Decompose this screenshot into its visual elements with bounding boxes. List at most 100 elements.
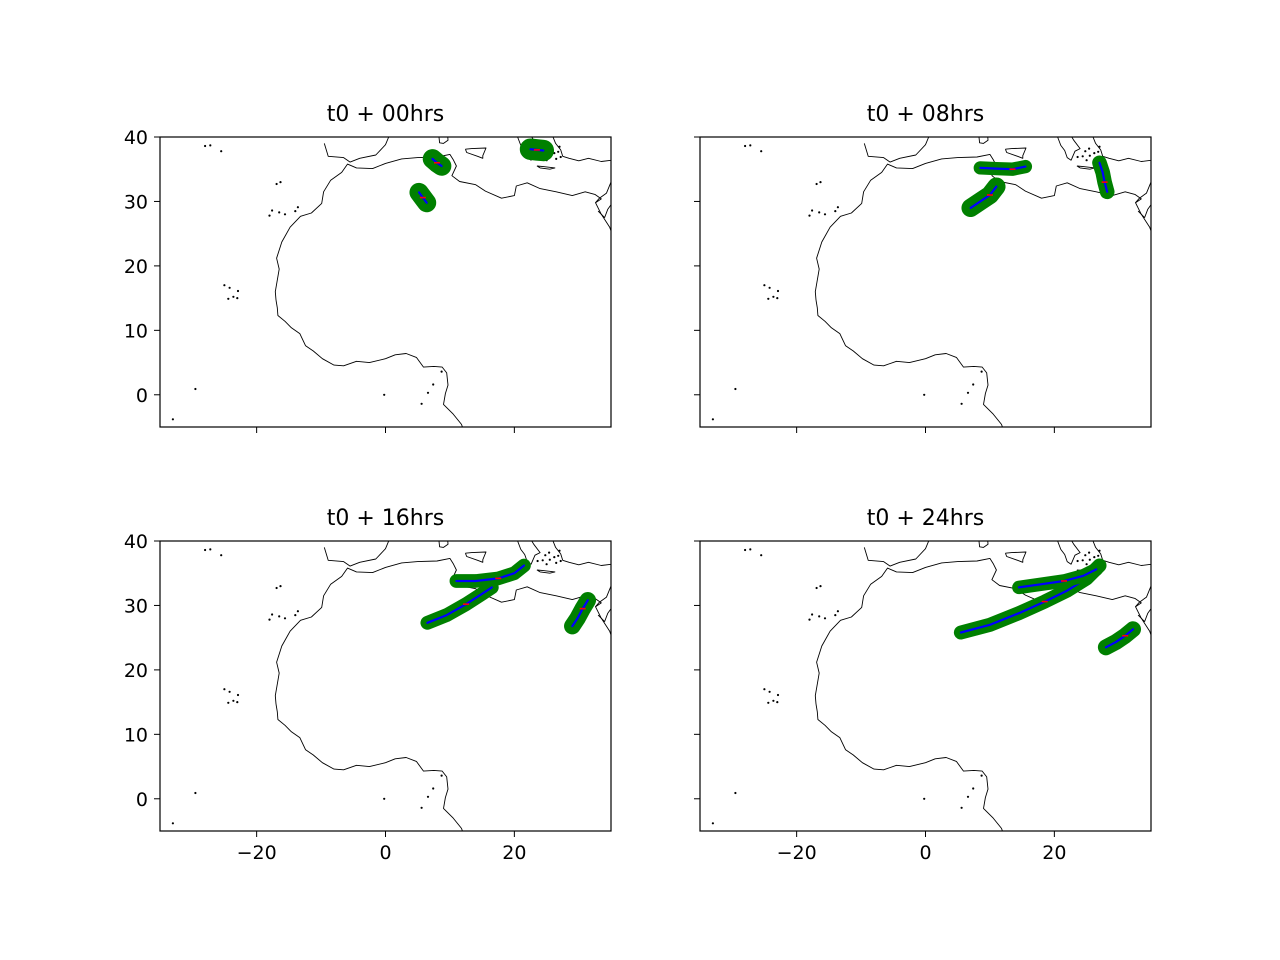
- island-marker: [808, 214, 811, 217]
- island-marker: [204, 548, 207, 552]
- data-layer: [953, 558, 1142, 656]
- island-marker: [296, 610, 299, 613]
- island-marker: [278, 615, 281, 618]
- island-marker: [204, 144, 207, 148]
- coastline-greece: [1057, 137, 1081, 161]
- island-marker: [275, 182, 278, 186]
- x-tick-label: −20: [777, 842, 817, 864]
- data-layer: [961, 155, 1115, 218]
- island-marker: [279, 585, 282, 588]
- island-marker: [767, 297, 770, 300]
- island-marker: [223, 284, 226, 287]
- coastline-red-sea: [1137, 608, 1151, 623]
- coastline-levant: [595, 584, 611, 607]
- coastline-north-africa: [814, 557, 1151, 705]
- coastline-sardinia: [978, 137, 989, 144]
- axis-ticks: 0 10 20 30 40: [124, 127, 515, 433]
- coastline-levant: [595, 180, 611, 203]
- island-marker: [815, 182, 818, 186]
- subplot-title: t0 + 16hrs: [327, 506, 445, 531]
- island-marker: [171, 822, 174, 825]
- x-tick-label: −20: [237, 842, 277, 864]
- subplot-title: t0 + 00hrs: [327, 102, 445, 127]
- island-marker: [711, 418, 715, 421]
- island-marker: [555, 157, 558, 160]
- axes-frame: [159, 540, 612, 832]
- island-marker: [772, 699, 775, 702]
- island-marker: [734, 387, 737, 391]
- y-tick-label: 20: [124, 256, 148, 278]
- island-marker: [440, 370, 443, 373]
- x-tick-label: 20: [502, 842, 526, 864]
- coastline-sardinia: [978, 541, 989, 548]
- island-marker: [541, 559, 544, 562]
- island-marker: [1093, 152, 1096, 155]
- island-marker: [553, 556, 556, 559]
- island-marker: [383, 393, 386, 396]
- y-tick-label: 40: [124, 531, 148, 553]
- data-layer: [409, 138, 555, 213]
- island-marker: [763, 688, 766, 691]
- island-marker: [1097, 150, 1100, 153]
- island-marker: [559, 155, 562, 159]
- island-marker: [548, 558, 551, 561]
- island-marker: [548, 551, 551, 554]
- island-marker: [420, 806, 423, 809]
- coastline-crete: [1076, 165, 1096, 170]
- island-marker: [1085, 159, 1088, 162]
- island-marker: [711, 822, 715, 825]
- island-marker: [555, 561, 558, 565]
- island-marker: [1088, 558, 1091, 561]
- y-tick-label: 40: [124, 127, 148, 149]
- coastline-iberia: [863, 541, 930, 567]
- coastline-crete: [536, 165, 556, 170]
- coastline-turkey: [1092, 137, 1151, 162]
- coastline-greece: [517, 541, 541, 565]
- island-marker: [980, 370, 983, 373]
- island-marker: [1088, 154, 1091, 157]
- island-marker: [194, 387, 197, 391]
- island-marker: [966, 795, 970, 798]
- coastline-greece: [1057, 541, 1081, 565]
- island-marker: [383, 797, 386, 800]
- island-marker: [171, 418, 174, 421]
- island-marker: [808, 618, 811, 621]
- coastline-iberia: [323, 137, 390, 163]
- track-centreline: [969, 185, 998, 209]
- island-marker: [432, 383, 435, 386]
- coastline-sardinia: [438, 137, 449, 144]
- island-marker: [768, 286, 771, 289]
- y-tick-label: 10: [124, 320, 148, 342]
- island-marker: [1081, 155, 1084, 158]
- island-marker: [426, 795, 430, 798]
- island-marker: [227, 701, 230, 704]
- island-marker: [268, 214, 271, 217]
- island-marker: [536, 559, 539, 563]
- island-marker: [818, 615, 821, 618]
- coastline-red-sea: [597, 608, 611, 623]
- coastline-west-africa: [815, 703, 1003, 831]
- island-marker: [767, 701, 770, 704]
- island-marker: [1098, 145, 1101, 148]
- coastline-map: [171, 541, 611, 831]
- coastline-turkey: [552, 541, 611, 566]
- island-marker: [1088, 147, 1091, 150]
- coastline-levant: [1135, 584, 1151, 607]
- island-marker: [294, 614, 297, 617]
- island-marker: [220, 150, 223, 153]
- axis-ticks: [694, 136, 1055, 433]
- coastline-map: [711, 137, 1151, 427]
- island-marker: [1088, 551, 1091, 554]
- coastline-iberia: [863, 137, 930, 163]
- island-marker: [1076, 155, 1079, 159]
- axes-frame: [159, 136, 612, 428]
- island-marker: [1098, 549, 1101, 552]
- island-marker: [734, 791, 737, 795]
- y-tick-label: 30: [124, 191, 148, 213]
- island-marker: [811, 209, 814, 212]
- island-marker: [1076, 559, 1079, 563]
- coastline-red-sea: [1137, 204, 1151, 219]
- island-marker: [760, 150, 763, 153]
- y-tick-label: 0: [136, 789, 148, 811]
- island-marker: [923, 797, 926, 800]
